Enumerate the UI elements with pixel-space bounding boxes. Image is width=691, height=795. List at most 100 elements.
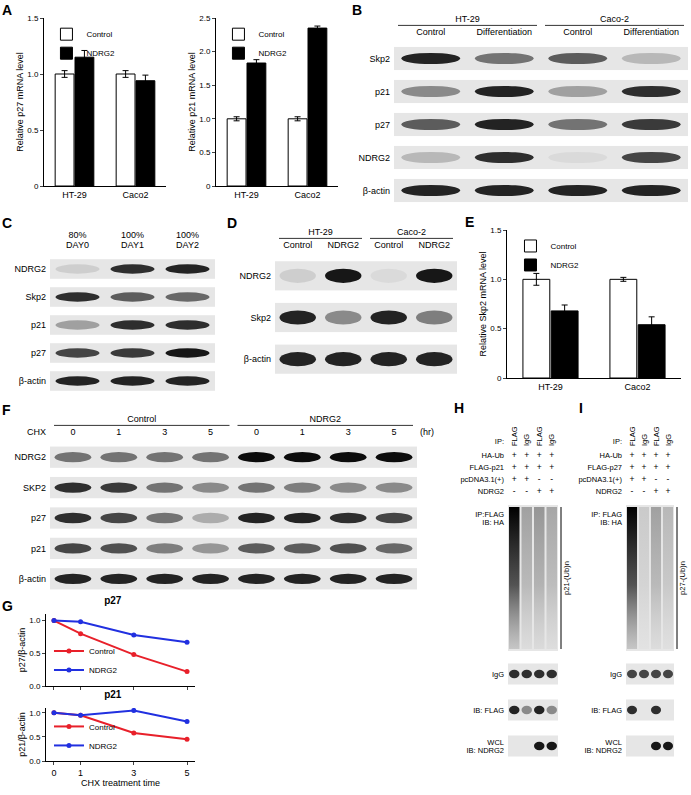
svg-text:IgG: IgG — [664, 434, 673, 446]
svg-text:Skp2: Skp2 — [369, 54, 390, 64]
svg-text:+: + — [654, 486, 659, 496]
svg-text:NDRG2: NDRG2 — [327, 240, 359, 250]
svg-text:100%DAY1: 100%DAY1 — [121, 230, 144, 250]
svg-text:HT-29: HT-29 — [234, 190, 259, 200]
svg-text:HT-29: HT-29 — [455, 14, 480, 24]
svg-text:5: 5 — [392, 427, 397, 437]
svg-text:β-actin: β-actin — [244, 354, 271, 364]
svg-text:IgG: IgG — [492, 670, 504, 679]
svg-text:0.5: 0.5 — [27, 126, 39, 135]
svg-text:IgG: IgG — [610, 670, 622, 679]
svg-text:pcDNA3.1(+): pcDNA3.1(+) — [460, 475, 504, 484]
svg-text:+: + — [549, 462, 554, 472]
svg-text:NDRG2: NDRG2 — [14, 452, 46, 462]
svg-text:0.0: 0.0 — [29, 682, 41, 691]
svg-text:1: 1 — [116, 427, 121, 437]
svg-text:CHX treatment time: CHX treatment time — [81, 778, 160, 788]
svg-text:I: I — [579, 400, 583, 416]
svg-text:HA-Ub: HA-Ub — [481, 451, 504, 460]
svg-text:+: + — [666, 462, 671, 472]
svg-text:Control: Control — [550, 242, 576, 251]
svg-text:p21: p21 — [104, 690, 122, 700]
svg-text:IB: FLAG: IB: FLAG — [473, 706, 504, 715]
svg-text:NDRG2: NDRG2 — [14, 264, 46, 274]
svg-text:NDRG2: NDRG2 — [89, 742, 118, 751]
svg-text:Relative p21 mRNA level: Relative p21 mRNA level — [187, 52, 197, 152]
svg-text:NDRG2: NDRG2 — [550, 261, 579, 270]
svg-text:A: A — [2, 2, 12, 18]
svg-text:p21-(Ub)n: p21-(Ub)n — [562, 561, 571, 595]
svg-text:p27: p27 — [104, 596, 122, 606]
svg-text:HT-29: HT-29 — [308, 227, 333, 237]
svg-text:p27: p27 — [31, 348, 46, 358]
svg-text:-: - — [538, 474, 541, 484]
svg-text:2.5: 2.5 — [199, 14, 211, 23]
svg-text:0: 0 — [254, 427, 259, 437]
svg-text:+: + — [630, 474, 635, 484]
svg-text:-: - — [513, 486, 516, 496]
svg-text:Caco2: Caco2 — [624, 382, 650, 392]
svg-text:3: 3 — [162, 427, 167, 437]
svg-text:0: 0 — [70, 427, 75, 437]
svg-text:NDRG2: NDRG2 — [86, 49, 115, 58]
svg-text:80%DAY0: 80%DAY0 — [66, 230, 89, 250]
svg-text:-: - — [667, 474, 670, 484]
svg-text:+: + — [537, 486, 542, 496]
svg-text:FLAG: FLAG — [628, 426, 637, 446]
svg-text:β-actin: β-actin — [363, 186, 390, 196]
svg-text:p21: p21 — [31, 320, 46, 330]
svg-text:NDRG2: NDRG2 — [258, 49, 287, 58]
svg-text:0: 0 — [497, 374, 502, 383]
svg-text:1.0: 1.0 — [27, 70, 39, 79]
svg-text:p27-(Ub)n: p27-(Ub)n — [678, 561, 687, 595]
svg-text:Relative Skp2 mRNA level: Relative Skp2 mRNA level — [478, 251, 488, 356]
svg-text:5: 5 — [208, 427, 213, 437]
svg-text:G: G — [2, 598, 13, 614]
svg-text:+: + — [666, 450, 671, 460]
svg-text:p27: p27 — [31, 513, 46, 523]
svg-text:1.0: 1.0 — [490, 275, 502, 284]
svg-text:β-actin: β-actin — [19, 376, 46, 386]
svg-text:Relative p27 mRNA level: Relative p27 mRNA level — [15, 52, 25, 152]
svg-text:Control: Control — [563, 27, 592, 37]
svg-text:β-actin: β-actin — [19, 574, 46, 584]
svg-text:FLAG-p21: FLAG-p21 — [469, 463, 504, 472]
svg-text:IP: FLAGIB: HA: IP: FLAGIB: HA — [591, 510, 622, 527]
svg-text:Skp2: Skp2 — [250, 313, 271, 323]
svg-text:+: + — [630, 450, 635, 460]
svg-text:+: + — [642, 450, 647, 460]
svg-text:B: B — [352, 2, 362, 18]
svg-text:Control: Control — [374, 240, 403, 250]
svg-text:IgG: IgG — [522, 434, 531, 446]
svg-text:-: - — [631, 486, 634, 496]
svg-text:3: 3 — [346, 427, 351, 437]
svg-text:IgG: IgG — [640, 434, 649, 446]
svg-text:p27/β-actin: p27/β-actin — [17, 628, 27, 673]
svg-text:Differentiation: Differentiation — [477, 27, 532, 37]
svg-text:HT-29: HT-29 — [538, 382, 563, 392]
svg-text:p21: p21 — [375, 87, 390, 97]
svg-text:NDRG2: NDRG2 — [239, 271, 271, 281]
svg-text:IB: FLAG: IB: FLAG — [591, 706, 622, 715]
svg-text:0.5: 0.5 — [29, 733, 41, 742]
svg-text:+: + — [524, 474, 529, 484]
svg-text:C: C — [2, 215, 12, 231]
svg-text:Caco-2: Caco-2 — [397, 227, 426, 237]
svg-text:100%DAY2: 100%DAY2 — [176, 230, 199, 250]
svg-text:-: - — [655, 474, 658, 484]
svg-text:0.5: 0.5 — [29, 649, 41, 658]
svg-text:Control: Control — [89, 723, 115, 732]
svg-text:0: 0 — [206, 182, 211, 191]
svg-text:HT-29: HT-29 — [62, 190, 87, 200]
svg-text:D: D — [227, 215, 237, 231]
svg-text:p21: p21 — [31, 544, 46, 554]
svg-text:FLAG-p27: FLAG-p27 — [587, 463, 622, 472]
svg-text:-: - — [643, 486, 646, 496]
svg-text:NDRG2: NDRG2 — [418, 240, 450, 250]
svg-text:+: + — [537, 450, 542, 460]
svg-text:0.0: 0.0 — [29, 757, 41, 766]
svg-text:NDRG2: NDRG2 — [596, 487, 622, 496]
svg-text:1: 1 — [78, 768, 83, 778]
svg-text:+: + — [549, 450, 554, 460]
svg-text:+: + — [524, 450, 529, 460]
